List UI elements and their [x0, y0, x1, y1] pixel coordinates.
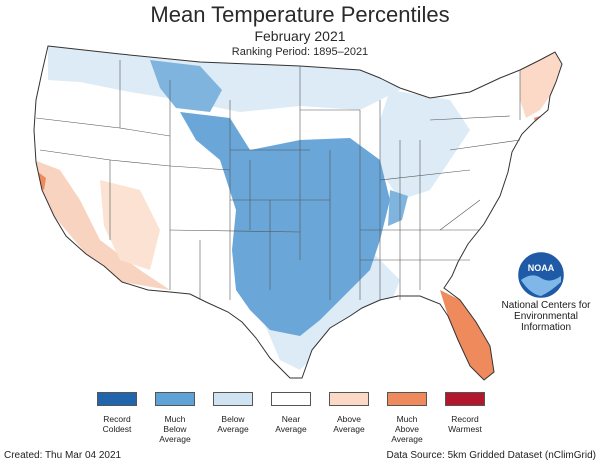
legend-item-much-above: Much Above Average: [378, 392, 436, 444]
state-boundaries: [35, 60, 521, 300]
map-title: Mean Temperature Percentiles: [150, 2, 450, 27]
legend-swatch: [213, 392, 253, 406]
legend-label-line: Coldest: [102, 424, 132, 434]
legend-swatch: [271, 392, 311, 406]
agency-credits: National Centers for Environmental Infor…: [496, 300, 596, 333]
legend-swatch: [387, 392, 427, 406]
legend-item-record-coldest: Record Coldest: [88, 392, 146, 434]
us-percentile-map: [33, 45, 563, 381]
legend-item-record-warmest: Record Warmest: [436, 392, 494, 434]
legend-swatch: [97, 392, 137, 406]
legend-label-line: Average: [159, 434, 191, 444]
agency-line-1: National Centers for: [501, 300, 591, 311]
legend: Record Coldest Much Below Average Below …: [88, 392, 498, 452]
legend-label-line: Average: [275, 424, 307, 434]
legend-label-line: Average: [333, 424, 365, 434]
legend-item-much-below: Much Below Average: [146, 392, 204, 444]
legend-label-line: Above: [336, 414, 362, 424]
legend-label-line: Average: [391, 434, 423, 444]
legend-swatch: [155, 392, 195, 406]
legend-item-near: Near Average: [262, 392, 320, 434]
legend-item-above: Above Average: [320, 392, 378, 434]
legend-label-line: Record: [451, 414, 479, 424]
data-source: Data Source: 5km Gridded Dataset (nClimG…: [386, 450, 596, 461]
legend-swatch: [329, 392, 369, 406]
legend-swatch: [445, 392, 485, 406]
legend-label-line: Much: [396, 414, 418, 424]
map-subtitle: February 2021: [254, 28, 346, 44]
legend-label-line: Average: [217, 424, 249, 434]
agency-line-2: Environmental: [514, 311, 578, 322]
legend-label-line: Record: [103, 414, 131, 424]
noaa-logo-text: NOAA: [528, 263, 555, 273]
legend-item-below: Below Average: [204, 392, 262, 434]
noaa-logo-icon: NOAA: [518, 252, 564, 298]
created-date: Created: Thu Mar 04 2021: [4, 450, 122, 461]
legend-label-line: Below: [221, 414, 245, 424]
legend-label-line: Near: [281, 414, 301, 424]
us-outline: [33, 45, 563, 381]
agency-line-3: Information: [520, 322, 572, 333]
legend-label-line: Above: [394, 424, 420, 434]
ranking-period: Ranking Period: 1895–2021: [231, 46, 369, 58]
legend-label-line: Warmest: [448, 424, 482, 434]
legend-label-line: Below: [163, 424, 187, 434]
legend-label-line: Much: [164, 414, 186, 424]
